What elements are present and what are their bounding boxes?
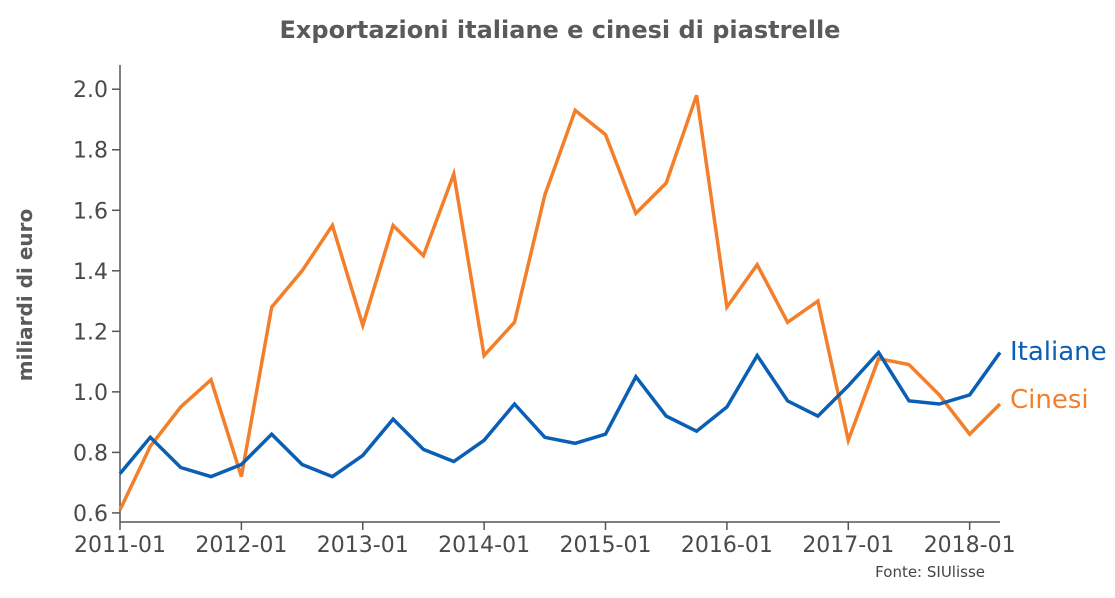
series-line-italiane bbox=[118, 349, 1002, 479]
x-tick-label: 2017-01 bbox=[802, 533, 894, 558]
y-tick-label: 1.4 bbox=[73, 260, 108, 285]
x-tick-label: 2015-01 bbox=[560, 533, 652, 558]
axes: 0.6 0.8 1.0 1.2 1.4 1.6 1.8 2.0 2011-01 2012-01 20… bbox=[73, 65, 1016, 558]
x-tick-label: 2018-01 bbox=[924, 533, 1016, 558]
series-labels: Italiane Cinesi bbox=[1010, 337, 1107, 415]
y-tick-label: 0.6 bbox=[73, 502, 108, 527]
x-tick-label: 2013-01 bbox=[317, 533, 409, 558]
series-line-cinesi bbox=[118, 94, 1002, 511]
x-tick-label: 2014-01 bbox=[438, 533, 530, 558]
y-tick-label: 2.0 bbox=[73, 78, 108, 103]
y-tick-label: 1.0 bbox=[73, 381, 108, 406]
x-tick-label: 2011-01 bbox=[74, 533, 166, 558]
y-tick-label: 0.8 bbox=[73, 441, 108, 466]
series-label-cinesi: Cinesi bbox=[1010, 385, 1089, 415]
series-label-italiane: Italiane bbox=[1010, 337, 1107, 367]
x-tick-label: 2016-01 bbox=[681, 533, 773, 558]
y-tick-label: 1.2 bbox=[73, 320, 108, 345]
x-tick-label: 2012-01 bbox=[195, 533, 287, 558]
source-note: Fonte: SIUlisse bbox=[875, 563, 985, 581]
y-axis-label: miliardi di euro bbox=[13, 209, 37, 381]
series-lines bbox=[118, 94, 1002, 511]
y-tick-label: 1.6 bbox=[73, 199, 108, 224]
chart-title: Exportazioni italiane e cinesi di piastr… bbox=[280, 16, 841, 44]
y-tick-label: 1.8 bbox=[73, 139, 108, 164]
